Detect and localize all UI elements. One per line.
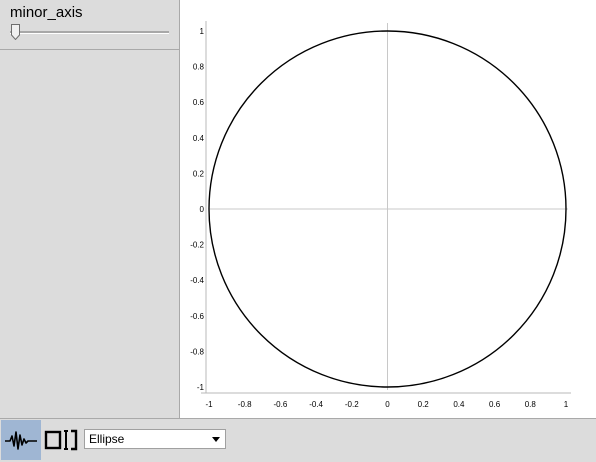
y-tick-label: -0.6	[190, 312, 204, 321]
signal-tool-button[interactable]	[1, 420, 41, 460]
shape-select-value: Ellipse	[89, 432, 125, 446]
minor-axis-slider-group: minor_axis	[0, 0, 179, 50]
slider-label: minor_axis	[10, 4, 83, 21]
chevron-down-icon	[212, 437, 220, 442]
bracket-region-icon	[44, 429, 78, 451]
slider-track[interactable]	[10, 31, 169, 34]
controls-panel: minor_axis	[0, 0, 180, 418]
y-tick-label: 0.8	[193, 63, 205, 72]
x-tick-label: 0.4	[453, 400, 465, 409]
y-tick-label: 0	[200, 205, 205, 214]
y-tick-label: -0.2	[190, 241, 204, 250]
y-tick-label: -0.8	[190, 347, 204, 356]
x-tick-label: -0.8	[238, 400, 252, 409]
shape-select[interactable]: Ellipse	[84, 429, 226, 449]
x-tick-label: 1	[564, 400, 569, 409]
bottom-toolbar: Ellipse	[0, 418, 596, 462]
region-tool-button[interactable]	[42, 420, 82, 460]
x-tick-label: 0	[385, 400, 390, 409]
y-tick-label: -1	[197, 383, 205, 392]
x-tick-label: -1	[205, 400, 213, 409]
y-tick-label: 1	[200, 27, 205, 36]
ellipse-curve	[208, 30, 567, 388]
y-tick-label: 0.4	[193, 134, 205, 143]
plot-area: 1 0.8 0.6 0.4 0.2 0 -0.2 -0.4 -0.6 -0.8 -1 -1 -0.8 -0…	[180, 0, 596, 418]
x-tick-label: -0.4	[309, 400, 323, 409]
y-tick-label: 0.6	[193, 98, 205, 107]
x-tick-label: 0.8	[525, 400, 537, 409]
x-tick-label: 0.6	[489, 400, 501, 409]
slider-thumb[interactable]	[11, 24, 20, 40]
y-tick-label: -0.4	[190, 276, 204, 285]
y-tick-label: 0.2	[193, 169, 205, 178]
waveform-icon	[5, 431, 37, 450]
x-tick-label: -0.6	[274, 400, 288, 409]
x-tick-label: -0.2	[345, 400, 359, 409]
x-tick-label: 0.2	[418, 400, 430, 409]
ellipse-plot: 1 0.8 0.6 0.4 0.2 0 -0.2 -0.4 -0.6 -0.8 -1-1 -0.8 -0…	[190, 21, 571, 409]
